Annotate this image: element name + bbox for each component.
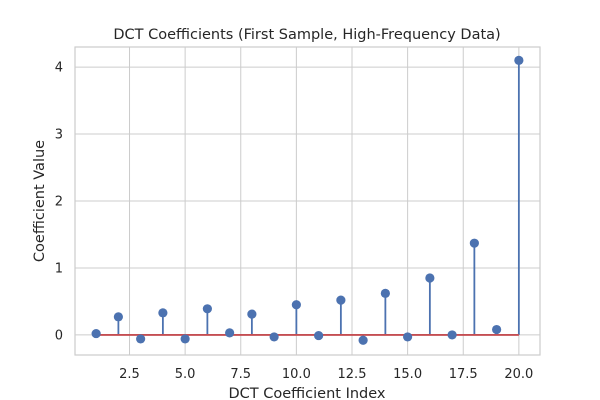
stem-marker (492, 324, 502, 335)
x-tick-label: 2.5 (119, 367, 140, 382)
stem-marker (91, 328, 101, 339)
y-tick-label: 1 (55, 261, 63, 276)
x-tick-label: 17.5 (449, 367, 478, 382)
stem-marker (180, 334, 190, 344)
x-tick-label: 7.5 (230, 367, 251, 382)
x-tick-label: 20.0 (504, 367, 533, 382)
y-axis-ticks: 0 1 2 3 4 (55, 61, 63, 344)
stem-marker (136, 334, 146, 344)
stem-marker (358, 335, 368, 345)
x-tick-label: 12.5 (338, 367, 367, 382)
stem-marker (158, 308, 168, 318)
y-tick-label: 4 (55, 61, 63, 76)
chart-title: DCT Coefficients (First Sample, High-Fre… (113, 27, 500, 43)
y-axis-label: Coefficient Value (32, 140, 48, 262)
stem-marker (514, 55, 524, 65)
stem-marker (469, 238, 479, 248)
stem-marker (225, 328, 235, 338)
y-tick-label: 0 (55, 328, 63, 343)
stem-marker (291, 300, 301, 310)
stem-marker (336, 295, 346, 305)
x-tick-label: 15.0 (393, 367, 422, 382)
stem-marker (380, 288, 390, 298)
x-tick-label: 10.0 (282, 367, 311, 382)
plot-frame (74, 46, 541, 356)
stem-marker (425, 273, 435, 283)
x-axis-label: DCT Coefficient Index (228, 386, 385, 400)
stem-marker (247, 309, 257, 319)
stem-marker (447, 330, 457, 340)
stem-marker (314, 330, 324, 341)
y-tick-label: 3 (55, 128, 63, 143)
stem-marker (113, 312, 123, 322)
grid-lines (75, 47, 540, 355)
stem-marker (403, 332, 413, 342)
y-tick-label: 2 (55, 195, 63, 210)
x-axis-ticks: 2.5 5.0 7.5 10.0 12.5 15.0 17.5 20.0 (119, 367, 533, 382)
stem-marker (202, 304, 212, 314)
stem-marker (269, 332, 279, 342)
stem-series (91, 55, 524, 345)
x-tick-label: 5.0 (175, 367, 196, 382)
